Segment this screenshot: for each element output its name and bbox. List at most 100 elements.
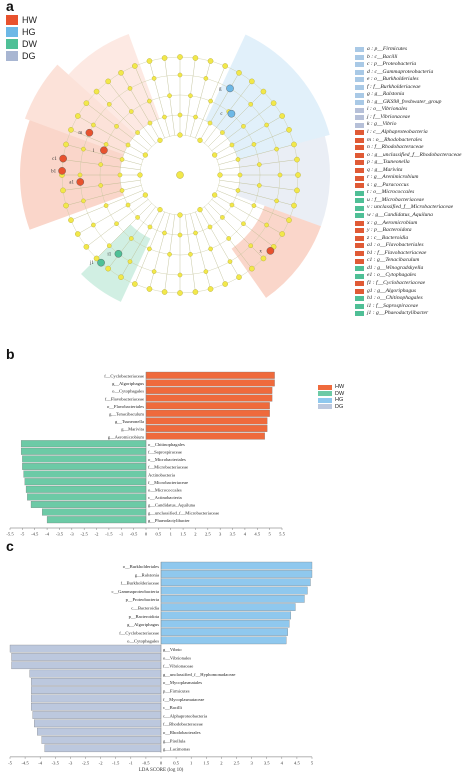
taxa-label: l : c__Alphaproteobacteria [367,129,428,136]
taxa-legend-item: i1 : f__Saprospiraceae [355,303,473,311]
clade-node [106,243,112,249]
clade-node [114,123,119,129]
clade-node [222,63,228,69]
lda-c-bar-label: c__Alphaproteobacteria [163,713,207,718]
clade-branch [96,203,152,259]
clade-branch [120,72,161,141]
taxa-swatch [355,228,364,234]
taxa-legend-item: h : g__GKS98_freshwater_group [355,99,473,107]
clade-node [274,146,279,152]
clade-node [167,252,172,257]
taxa-label: n : f__Rhodobacteraceae [367,144,424,151]
clade-node [197,207,203,213]
group-swatch [6,15,18,25]
lda-c-bar [11,661,162,670]
clade-node [118,70,124,76]
lda-legend-swatch [318,384,332,390]
taxa-swatch [355,115,364,121]
lda-c-bar-label: g__Ralstonia [135,572,159,577]
group-label: DG [22,51,36,61]
clade-branch [208,203,264,259]
taxa-swatch [355,213,364,219]
taxa-label: s : g__Paracoccus [367,181,409,188]
lda-c-bar-label: g__Pirellula [163,738,185,743]
taxa-label: m : o__Rhodobacterales [367,136,422,143]
taxa-swatch [355,251,364,257]
clade-node [286,217,292,223]
taxa-label: c : p__Proteobacteria [367,61,417,68]
lda-b-bar-label: g__Tenacibaculum [109,411,144,416]
clade-node [188,93,193,98]
clade-node [220,130,225,135]
lda-c-tick-label: 1 [190,760,193,765]
biomarker-node-b1 [58,167,66,175]
lda-b-tick-label: 2 [194,532,197,537]
lda-b-bar-label: g__Algoriphagus [112,381,144,386]
clade-node [177,72,183,78]
clade-node [277,172,283,178]
taxa-legend-item: g : g__Ralstonia [355,91,473,99]
clade-shade-dg [236,136,330,227]
clade-node [125,142,131,148]
biomarker-node-m [85,128,94,137]
taxa-label: d1 : g__Winogradskyella [367,264,424,271]
clade-branch [65,144,142,165]
clade-node [125,202,131,208]
taxa-swatch [355,266,364,272]
clade-node [105,265,111,272]
taxa-legend-item: w : g__Candidatus_Aquiluna [355,212,473,220]
clade-node [127,259,133,264]
lda-b-tick-label: 5.5 [279,532,285,537]
clade-node [279,231,285,237]
clade-node [257,183,262,188]
taxa-swatch [355,145,364,151]
lda-b-bar [24,478,147,486]
taxa-legend-item: k : g__Vibrio [355,121,473,129]
biomarker-label: a1 [69,180,74,185]
taxa-label: h : g__GKS98_freshwater_group [367,98,442,105]
lda-b-bar [145,387,273,394]
clade-node [118,274,124,280]
lda-c-bar-label: g__Algoriphagus [127,622,159,627]
clade-node [260,255,267,262]
lda-b-tick-label: -1 [119,532,124,537]
lda-c-bar [160,586,308,595]
clade-node [249,265,255,272]
lda-b-tick-label: -0.5 [130,532,138,537]
clade-node [128,236,134,241]
taxa-swatch [355,220,364,226]
taxa-label: q : g__Marivita [367,166,403,173]
taxa-legend-item: d1 : g__Winogradskyella [355,265,473,273]
lda-c-tick-label: 2 [220,760,223,765]
taxa-swatch [355,258,364,264]
clade-node [75,113,81,119]
clade-root [176,171,184,179]
taxa-legend-item: n : f__Rhodobacteraceae [355,144,473,152]
clade-branch [65,185,142,206]
clade-node [207,120,213,126]
group-legend-item-dw: DW [6,38,37,50]
lda-b-bar-label: g__Aeromicrobium [108,434,145,439]
lda-c-bar [30,694,162,703]
lda-b-bar-label: o__Chitinophagales [148,442,185,447]
clade-node [177,112,183,118]
clade-node [295,172,301,178]
lda-c-bar [160,603,296,611]
group-label: HW [22,15,37,25]
lda-b-bar-label: c__Actinobacteria [148,495,182,500]
lda-b-tick-label: 4 [244,532,247,537]
lda-b-tick-label: 5 [268,532,271,537]
lda-b-tick-label: -5.5 [6,532,14,537]
taxa-legend-item: r : g__Arenimicrobium [355,174,473,182]
clade-node [91,122,96,128]
clade-node [68,127,74,133]
lda-c-bar-label: p__Proteobacteria [126,597,159,602]
biomarker-node-a1 [76,178,85,186]
clade-node [142,152,148,158]
clade-node [93,88,100,95]
lda-b-tick-label: -2 [95,532,100,537]
lda-c-bar [34,719,162,728]
biomarker-label: c1 [52,157,57,162]
clade-node [167,93,172,98]
lda-b-bar-label: f__Flavobacteriaceae [105,396,144,401]
